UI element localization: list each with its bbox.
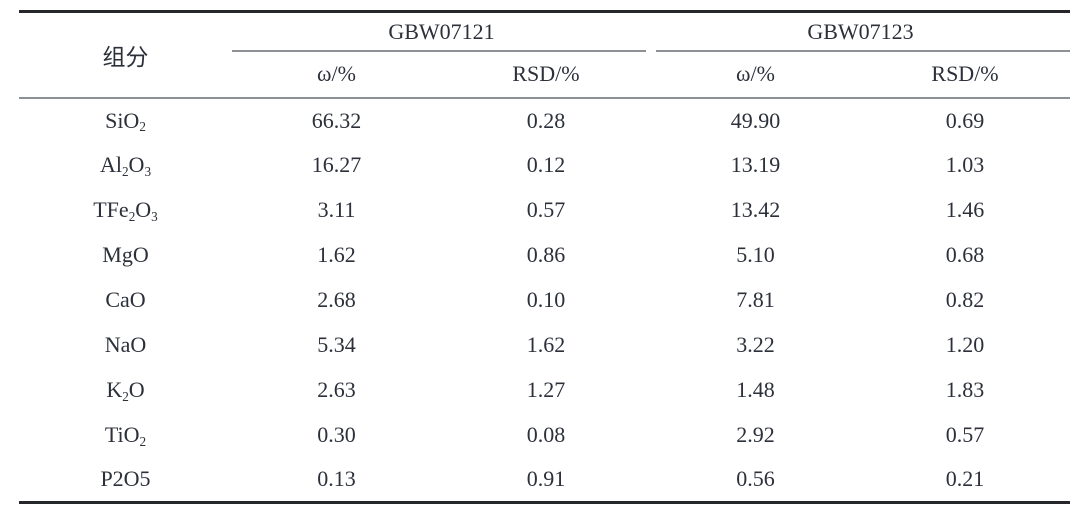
value-cell: 1.27 bbox=[526, 377, 566, 402]
table-row: K2O 2.63 1.27 1.48 1.83 bbox=[19, 368, 1070, 413]
value-cell: 0.68 bbox=[945, 242, 985, 267]
component-cell: TFe2O3 bbox=[93, 197, 158, 224]
component-cell: MgO bbox=[102, 242, 149, 267]
value-cell: 0.86 bbox=[526, 242, 566, 267]
analysis-results-table-wrap: 组分 GBW07121 GBW07123 ω/% RSD/% ω/% RSD/%… bbox=[19, 10, 1071, 504]
table-row: P2O5 0.13 0.91 0.56 0.21 bbox=[19, 458, 1070, 503]
formula-subscript: 2 bbox=[128, 208, 136, 224]
value-cell: 1.83 bbox=[945, 377, 985, 402]
value-cell: 2.92 bbox=[736, 422, 775, 447]
component-cell: NaO bbox=[104, 332, 147, 357]
formula-subscript: 2 bbox=[139, 119, 146, 135]
formula-subscript: 2 bbox=[122, 388, 129, 404]
table-row: CaO 2.68 0.10 7.81 0.82 bbox=[19, 278, 1070, 323]
component-cell: P2O5 bbox=[100, 466, 151, 492]
value-cell: 13.42 bbox=[730, 197, 781, 222]
value-cell: 0.08 bbox=[526, 422, 566, 447]
value-cell: 0.12 bbox=[526, 152, 566, 177]
table-row: Al2O3 16.27 0.12 13.19 1.03 bbox=[19, 143, 1070, 188]
subheader-rsd-2: RSD/% bbox=[860, 51, 1071, 99]
value-cell: 0.56 bbox=[736, 466, 775, 492]
value-cell: 5.34 bbox=[317, 332, 356, 357]
value-cell: 1.62 bbox=[526, 332, 566, 357]
table-body: SiO2 66.32 0.28 49.90 0.69 Al2O3 16.27 0.12 13.1… bbox=[19, 98, 1070, 503]
value-cell: 0.69 bbox=[945, 107, 985, 133]
component-cell: SiO2 bbox=[105, 107, 146, 135]
value-cell: 2.63 bbox=[317, 377, 356, 402]
subheader-omega-1: ω/% bbox=[232, 51, 441, 99]
analysis-results-table: 组分 GBW07121 GBW07123 ω/% RSD/% ω/% RSD/%… bbox=[19, 10, 1071, 504]
table-row: SiO2 66.32 0.28 49.90 0.69 bbox=[19, 98, 1070, 143]
group-header-gbw07123: GBW07123 bbox=[651, 12, 1071, 52]
value-cell: 3.22 bbox=[736, 332, 775, 357]
value-cell: 1.48 bbox=[736, 377, 775, 402]
component-cell: TiO2 bbox=[104, 422, 147, 449]
value-cell: 0.91 bbox=[526, 466, 566, 492]
table-row: TFe2O3 3.11 0.57 13.42 1.46 bbox=[19, 188, 1070, 233]
value-cell: 3.11 bbox=[317, 197, 356, 222]
subheader-omega-2: ω/% bbox=[651, 51, 861, 99]
value-cell: 0.82 bbox=[945, 287, 985, 312]
value-cell: 7.81 bbox=[736, 287, 775, 312]
component-cell: Al2O3 bbox=[99, 152, 152, 179]
value-cell: 5.10 bbox=[736, 242, 775, 267]
value-cell: 49.90 bbox=[730, 107, 781, 133]
value-cell: 66.32 bbox=[311, 107, 362, 133]
table-row: NaO 5.34 1.62 3.22 1.20 bbox=[19, 323, 1070, 368]
value-cell: 13.19 bbox=[730, 152, 781, 177]
sub-header-row: ω/% RSD/% ω/% RSD/% bbox=[19, 51, 1071, 99]
component-cell: CaO bbox=[105, 287, 146, 312]
value-cell: 16.27 bbox=[311, 152, 362, 177]
value-cell: 0.28 bbox=[526, 107, 566, 133]
value-cell: 1.20 bbox=[945, 332, 985, 357]
formula-subscript: 2 bbox=[139, 433, 147, 449]
formula-subscript: 3 bbox=[151, 208, 158, 224]
group-header-row: 组分 GBW07121 GBW07123 bbox=[19, 11, 1071, 99]
value-cell: 0.21 bbox=[945, 466, 985, 492]
value-cell: 0.30 bbox=[317, 422, 356, 447]
formula-subscript: 3 bbox=[144, 163, 152, 179]
value-cell: 1.03 bbox=[945, 152, 985, 177]
table-row: TiO2 0.30 0.08 2.92 0.57 bbox=[19, 413, 1070, 458]
group-header-gbw07121: GBW07121 bbox=[232, 12, 651, 52]
component-cell: K2O bbox=[106, 377, 145, 404]
value-cell: 0.57 bbox=[526, 197, 566, 222]
value-cell: 0.13 bbox=[317, 466, 356, 492]
value-cell: 0.57 bbox=[945, 422, 985, 447]
subheader-rsd-1: RSD/% bbox=[441, 51, 652, 99]
value-cell: 1.46 bbox=[945, 197, 985, 222]
table-row: MgO 1.62 0.86 5.10 0.68 bbox=[19, 233, 1070, 278]
component-column-header: 组分 bbox=[19, 11, 232, 99]
value-cell: 1.62 bbox=[317, 242, 356, 267]
value-cell: 2.68 bbox=[317, 287, 356, 312]
formula-subscript: 2 bbox=[121, 163, 129, 179]
value-cell: 0.10 bbox=[526, 287, 566, 312]
